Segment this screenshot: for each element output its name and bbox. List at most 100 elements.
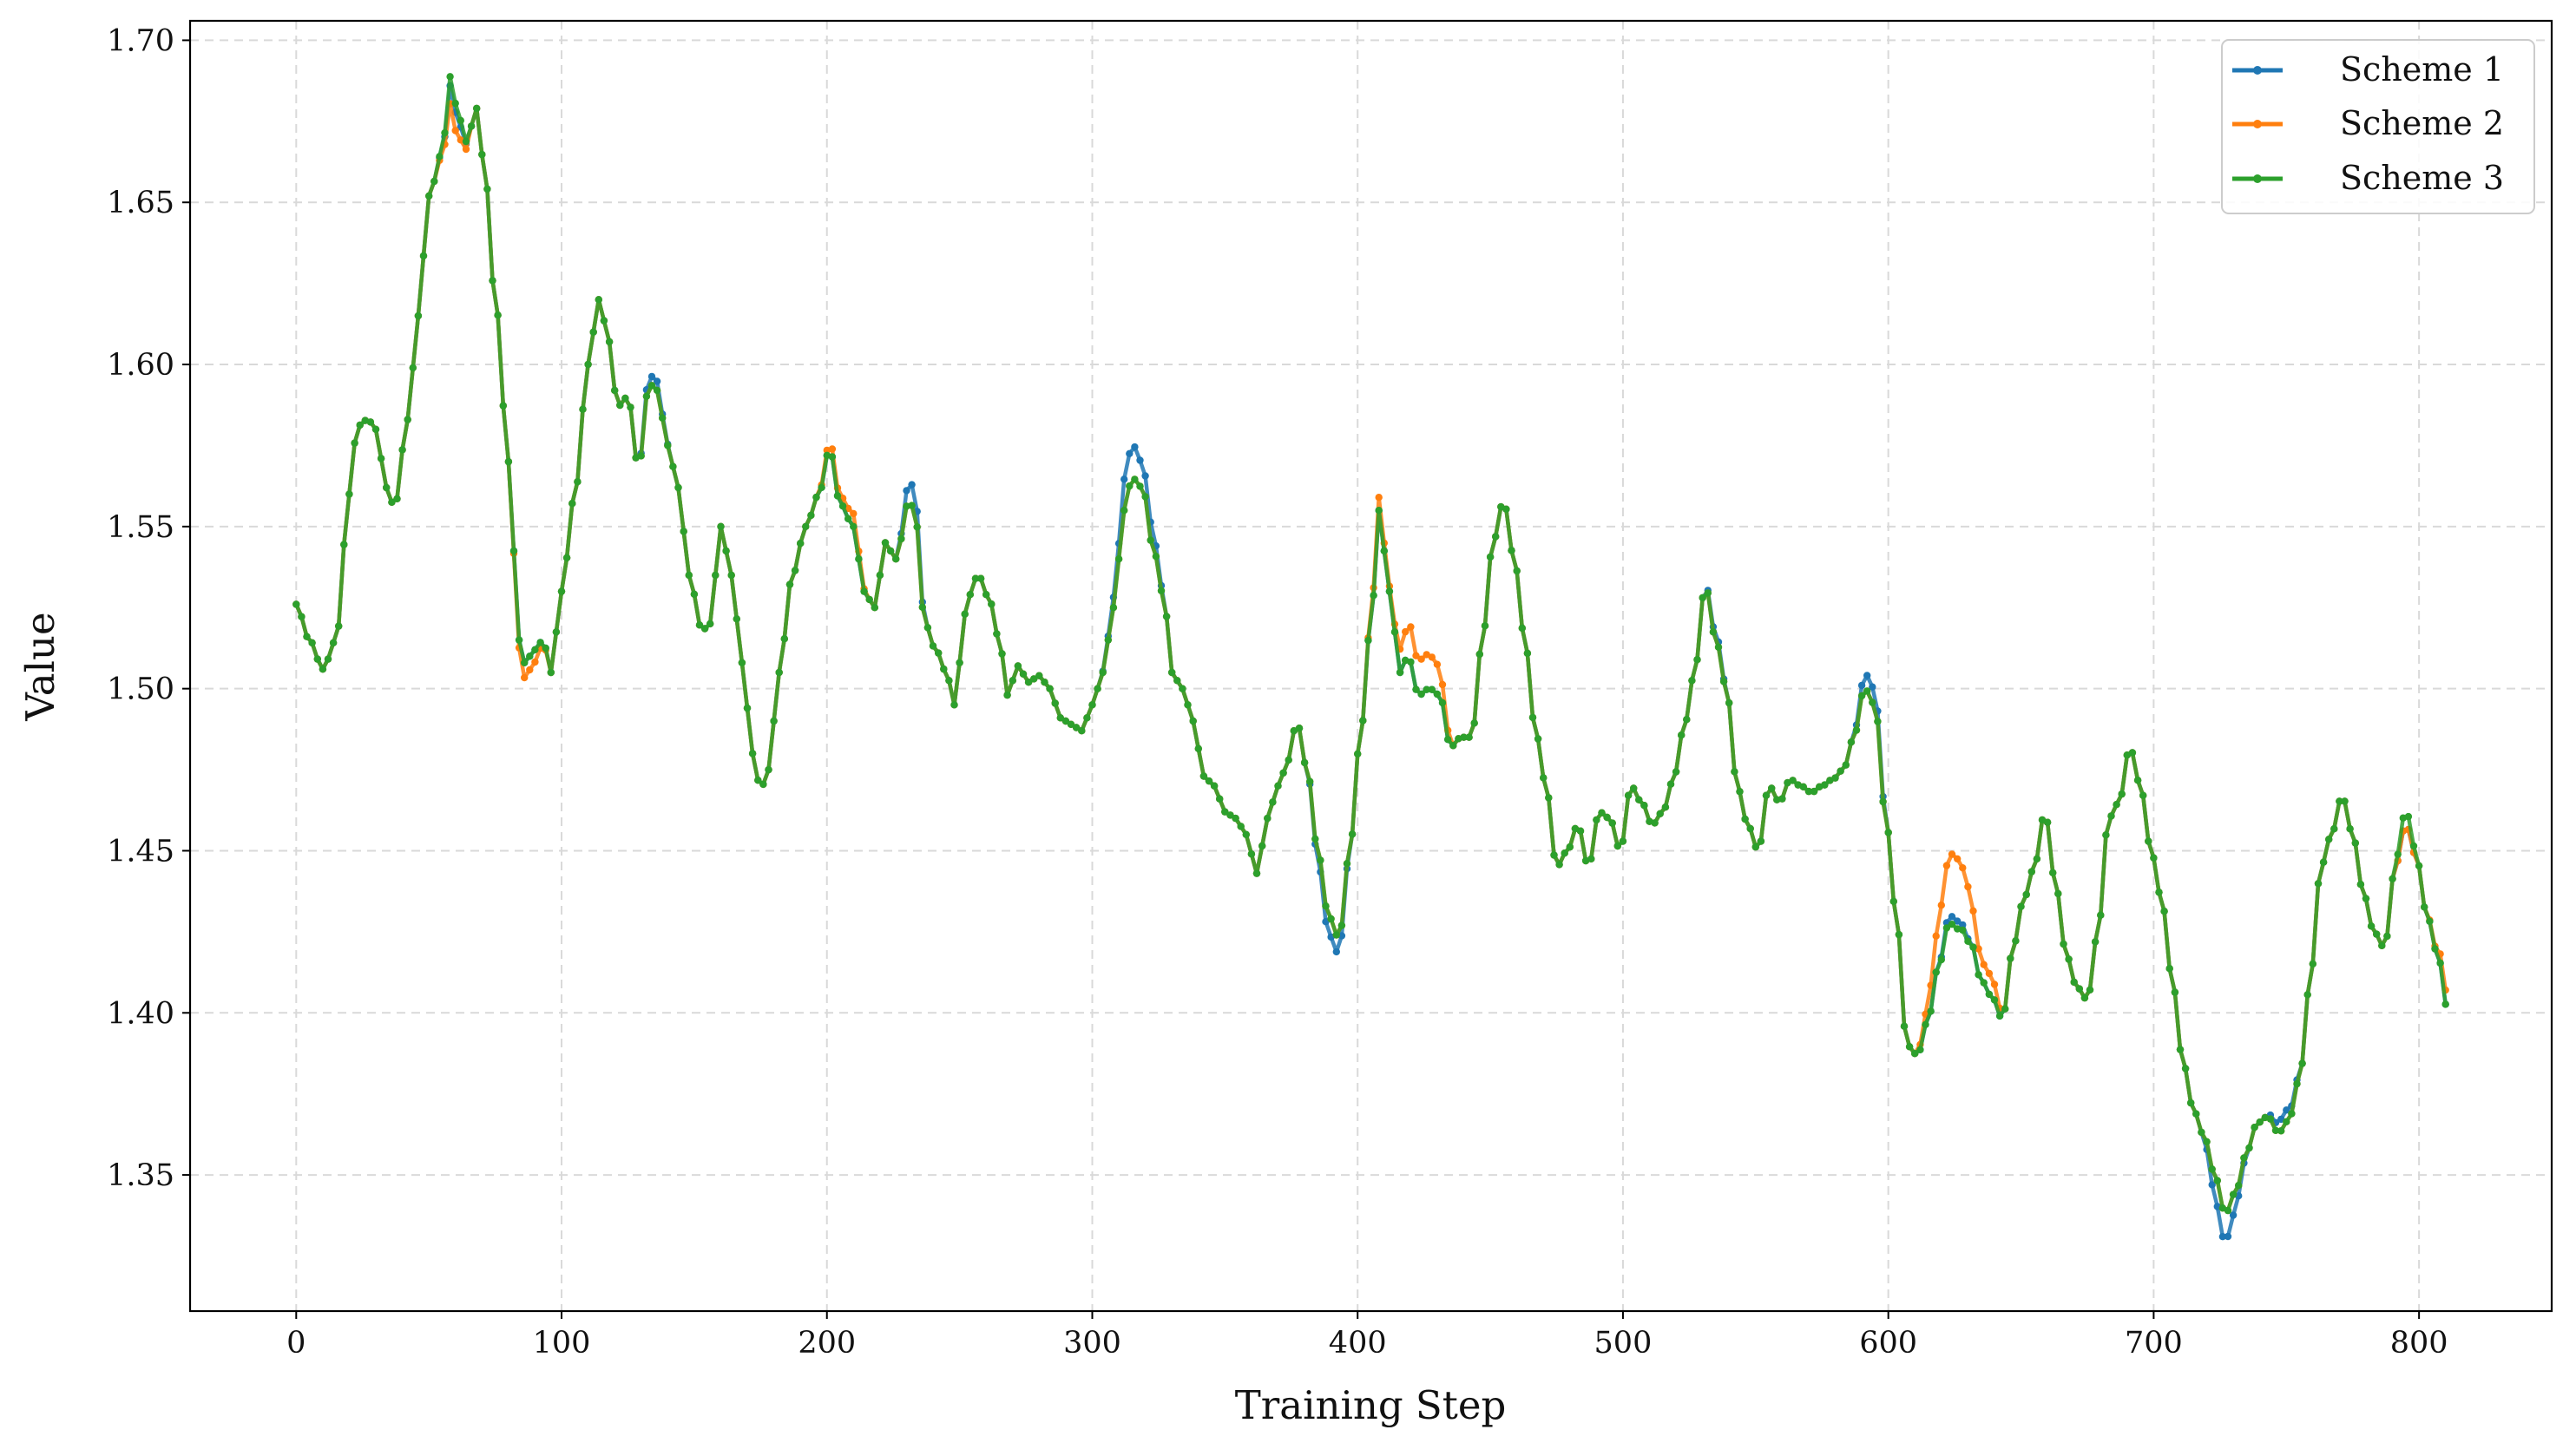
data-point <box>1449 742 1457 750</box>
data-point <box>785 580 794 588</box>
data-point <box>2431 945 2439 953</box>
data-point <box>2060 940 2067 948</box>
x-tick-label: 600 <box>1859 1326 1917 1361</box>
data-point <box>1942 924 1951 932</box>
data-point <box>1889 897 1897 906</box>
data-point <box>1078 727 1086 735</box>
data-point <box>1534 735 1542 743</box>
data-point <box>1131 475 1139 483</box>
data-point <box>2298 1059 2306 1067</box>
data-point <box>2426 917 2434 926</box>
data-point <box>1332 948 1341 956</box>
y-tick-label: 1.60 <box>107 348 174 383</box>
data-point <box>446 73 454 81</box>
data-point <box>319 666 327 673</box>
data-point <box>1683 716 1691 724</box>
x-tick-label: 0 <box>286 1326 306 1361</box>
data-point <box>313 655 321 663</box>
data-point <box>419 252 428 260</box>
data-point <box>1502 505 1510 513</box>
legend-marker-scheme-2 <box>2253 120 2262 128</box>
data-point <box>2224 1206 2232 1215</box>
data-point <box>1768 784 1776 792</box>
data-point <box>1359 717 1367 725</box>
data-point <box>1613 842 1622 850</box>
data-point <box>722 547 730 555</box>
data-point <box>1189 717 1197 725</box>
data-point <box>743 704 752 712</box>
data-point <box>335 622 343 630</box>
legend-label-scheme-1: Scheme 1 <box>2340 50 2504 89</box>
data-point <box>1269 798 1277 806</box>
data-point <box>1417 690 1425 698</box>
data-point <box>1985 990 1994 999</box>
data-point <box>780 635 788 643</box>
data-point <box>1380 547 1389 555</box>
data-point <box>2256 1118 2264 1126</box>
data-point <box>2075 985 2083 993</box>
data-point <box>998 650 1006 658</box>
data-point <box>833 492 842 500</box>
data-point <box>1922 1020 1929 1029</box>
x-axis-title: Training Step <box>1235 1382 1507 1428</box>
data-point <box>993 630 1001 638</box>
data-point <box>2309 960 2316 968</box>
data-point <box>600 317 608 325</box>
data-point <box>1757 837 1765 845</box>
data-point <box>393 495 401 502</box>
data-point <box>1656 810 1664 817</box>
data-point <box>557 587 566 595</box>
data-point <box>515 636 523 644</box>
data-point <box>531 658 539 666</box>
data-point <box>1083 714 1091 722</box>
series-layer <box>292 73 2449 1241</box>
x-tick-label: 700 <box>2125 1326 2183 1361</box>
data-point <box>1014 662 1022 670</box>
data-point <box>956 659 963 666</box>
data-point <box>1789 777 1797 784</box>
data-point <box>1285 756 1292 764</box>
data-point <box>908 502 916 509</box>
data-point <box>1508 547 1515 554</box>
data-point <box>748 750 757 758</box>
data-point <box>1714 643 1723 651</box>
data-point <box>850 509 858 518</box>
data-point <box>552 628 561 636</box>
data-point <box>1030 675 1038 683</box>
data-point <box>1264 814 1272 823</box>
data-point <box>489 277 496 285</box>
data-point <box>1402 627 1410 636</box>
data-point <box>1226 811 1234 819</box>
data-point <box>356 421 364 430</box>
x-tick-label: 800 <box>2390 1326 2448 1361</box>
data-point <box>430 177 438 186</box>
data-point <box>1942 862 1951 869</box>
data-point <box>2133 777 2142 784</box>
data-point <box>2266 1115 2275 1123</box>
data-point <box>531 646 539 653</box>
data-point <box>473 104 481 113</box>
data-point <box>2208 1181 2216 1189</box>
data-point <box>1954 855 1962 862</box>
data-point <box>521 673 529 682</box>
y-axis-title: Value <box>17 612 63 721</box>
data-point <box>509 547 518 555</box>
data-point <box>579 405 587 413</box>
data-point <box>457 116 464 125</box>
data-point <box>2165 965 2173 973</box>
data-point <box>1306 777 1314 785</box>
data-point <box>1709 628 1718 636</box>
data-point <box>1746 824 1754 833</box>
data-point <box>1523 649 1532 658</box>
data-point <box>383 483 391 492</box>
y-tick-label: 1.50 <box>107 672 174 707</box>
data-point <box>1184 701 1192 709</box>
data-point <box>717 522 725 530</box>
data-point <box>1152 553 1160 561</box>
data-point <box>526 653 534 660</box>
data-point <box>1136 482 1144 490</box>
data-point <box>1136 456 1144 464</box>
data-point <box>451 127 459 134</box>
data-point <box>1126 482 1134 490</box>
data-point <box>2054 889 2062 898</box>
